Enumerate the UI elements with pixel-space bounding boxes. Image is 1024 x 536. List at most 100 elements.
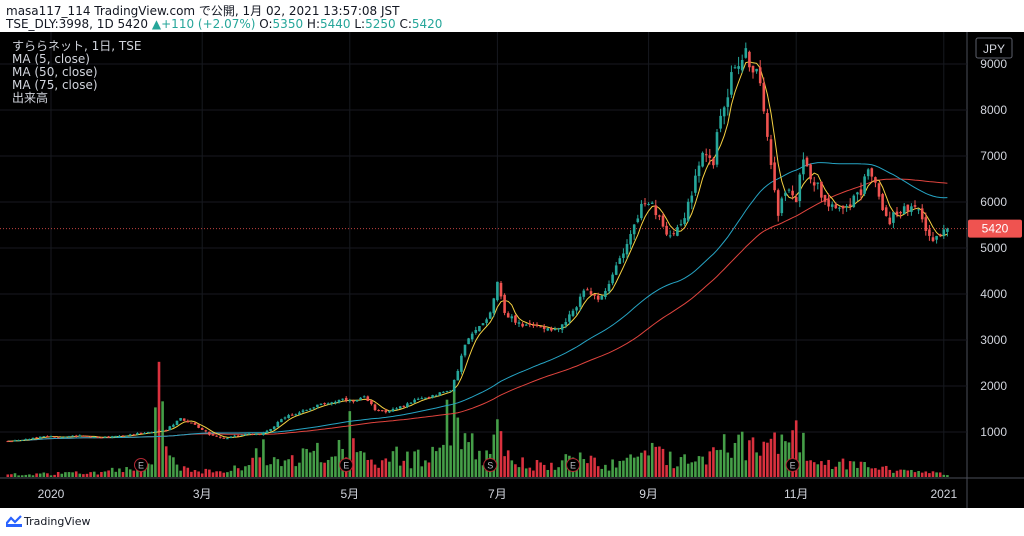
- legend-volume[interactable]: 出来高: [12, 91, 49, 105]
- volume-bar: [330, 456, 334, 477]
- volume-bar: [902, 469, 906, 477]
- volume-bar: [186, 467, 190, 477]
- candle-body: [215, 435, 218, 437]
- candle-body: [697, 165, 701, 177]
- volume-bar: [863, 462, 866, 477]
- chart-area[interactable]: E E S E E 1000 2000 3000 4000 5000 6000 7000 8000 90…: [0, 32, 1024, 508]
- volume-bar: [380, 460, 384, 477]
- volume-bar: [323, 462, 326, 477]
- candle-body: [928, 229, 931, 236]
- volume-bar: [146, 463, 150, 477]
- volume-bar: [409, 468, 413, 477]
- event-marker: [785, 458, 800, 472]
- candle-body: [755, 68, 758, 72]
- volume-bar: [708, 451, 712, 477]
- candle-body: [452, 379, 456, 392]
- candle-body: [49, 436, 53, 438]
- ma5-line: [7, 61, 948, 442]
- candle-body: [611, 274, 614, 284]
- up-arrow-icon: ▲: [151, 17, 162, 31]
- candle-body: [290, 414, 294, 416]
- candle-body: [722, 107, 726, 117]
- candle-body: [586, 289, 589, 291]
- volume-bar: [416, 449, 420, 477]
- candle-body: [168, 426, 172, 431]
- volume-bar: [46, 473, 49, 477]
- volume-bar: [830, 469, 834, 477]
- volume-bar: [110, 467, 114, 477]
- candle-body: [852, 195, 856, 207]
- candle-body: [470, 333, 474, 340]
- candle-body: [856, 192, 859, 195]
- candle-body: [10, 441, 13, 443]
- price-axis[interactable]: 1000 2000 3000 4000 5000 6000 7000 8000 9000: [980, 57, 1007, 439]
- event-marker-label: E: [790, 461, 796, 471]
- volume-bar: [884, 465, 888, 477]
- volume-bar: [622, 460, 625, 477]
- candle-body: [78, 435, 82, 437]
- candle-body: [802, 159, 805, 175]
- candle-body: [895, 211, 899, 215]
- candle-body: [521, 323, 524, 327]
- volume-bar: [748, 440, 751, 477]
- price-chart[interactable]: E E S E E 1000 2000 3000 4000 5000 6000 7000 8000 90…: [0, 32, 1024, 508]
- event-marker: [339, 458, 354, 472]
- candle-body: [344, 397, 348, 401]
- candle-body: [114, 435, 118, 437]
- candle-body: [308, 408, 312, 410]
- volume-bar: [56, 472, 60, 477]
- candle-body: [632, 224, 636, 235]
- candle-body: [902, 206, 906, 215]
- candle-body: [31, 437, 35, 440]
- volume-bar: [31, 475, 35, 477]
- candle-body: [496, 281, 499, 301]
- candle-body: [323, 403, 326, 405]
- candle-body: [406, 403, 409, 407]
- candle-body: [67, 436, 71, 438]
- candle-body: [128, 434, 132, 436]
- candle-body: [442, 391, 445, 393]
- volume-bar: [164, 446, 168, 477]
- volume-bar: [388, 461, 391, 477]
- candle-body: [139, 432, 143, 434]
- candle-body: [938, 234, 942, 236]
- volume-bar: [629, 454, 632, 477]
- legend-title[interactable]: すららネット, 1日, TSE: [12, 39, 142, 53]
- candle-body: [161, 430, 164, 432]
- candle-body: [64, 436, 67, 438]
- volume-bar: [762, 441, 766, 477]
- candle-body: [838, 207, 841, 209]
- candle-body: [366, 396, 370, 401]
- event-marker: [483, 458, 498, 472]
- candle-body: [888, 217, 892, 225]
- candle-body: [715, 132, 719, 165]
- volume-bar: [463, 433, 467, 477]
- volume-bar: [722, 434, 726, 477]
- time-axis[interactable]: 2020 3月 5月 7月 9月 11月 2021: [38, 487, 958, 501]
- volume-bar: [589, 455, 593, 477]
- candle-body: [812, 182, 816, 186]
- candle-body: [726, 97, 730, 107]
- currency-button[interactable]: JPY: [975, 37, 1013, 59]
- volume-bar: [226, 472, 229, 477]
- candle-body: [427, 397, 431, 399]
- volume-bar: [64, 472, 67, 477]
- volume-bar: [917, 470, 920, 477]
- candle-body: [791, 190, 794, 196]
- candle-body: [492, 298, 496, 314]
- candle-body: [542, 326, 546, 329]
- volume-bar: [892, 472, 895, 477]
- legend-ma50[interactable]: MA (50, close): [12, 65, 98, 79]
- candle-body: [539, 326, 542, 328]
- legend-ma5[interactable]: MA (5, close): [12, 52, 90, 66]
- candle-body: [42, 436, 46, 438]
- event-marker-label: E: [343, 461, 349, 471]
- candle-body: [305, 409, 308, 411]
- candle-body: [467, 338, 470, 345]
- candle-body: [535, 324, 539, 326]
- volume-bar: [931, 471, 935, 477]
- candle-body: [578, 296, 582, 307]
- volume-bar: [290, 455, 294, 477]
- legend-ma75[interactable]: MA (75, close): [12, 78, 98, 92]
